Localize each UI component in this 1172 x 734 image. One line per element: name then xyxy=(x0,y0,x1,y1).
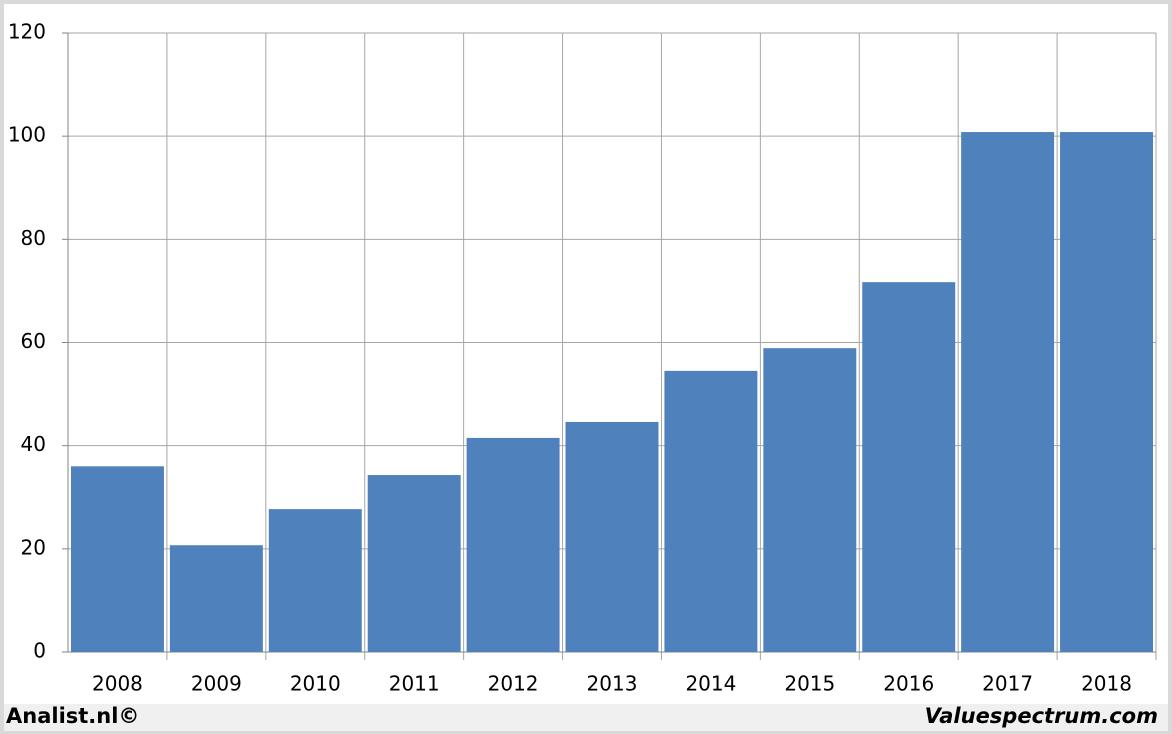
x-tick-label: 2008 xyxy=(92,672,143,696)
y-tick-label: 20 xyxy=(21,535,46,559)
bar xyxy=(961,132,1055,653)
credit: Valuespectrum.com xyxy=(925,704,1158,728)
x-tick-label: 2010 xyxy=(290,672,341,696)
x-tick-label: 2011 xyxy=(389,672,440,696)
y-tick-label: 60 xyxy=(21,329,46,353)
bar xyxy=(1060,132,1154,653)
bar xyxy=(70,466,164,652)
bar xyxy=(169,545,263,652)
bar xyxy=(367,475,461,652)
bar xyxy=(664,370,758,652)
bar xyxy=(565,421,659,652)
y-tick-label: 40 xyxy=(21,432,46,456)
bar xyxy=(862,282,956,652)
bar xyxy=(466,437,560,652)
y-tick-label: 120 xyxy=(8,20,46,44)
x-tick-label: 2012 xyxy=(488,672,539,696)
bar xyxy=(268,509,362,652)
y-tick-label: 0 xyxy=(33,639,46,663)
x-tick-label: 2015 xyxy=(784,672,835,696)
y-tick-label: 80 xyxy=(21,226,46,250)
bar xyxy=(763,348,857,652)
y-tick-label: 100 xyxy=(8,123,46,147)
x-tick-label: 2018 xyxy=(1081,672,1132,696)
x-tick-label: 2009 xyxy=(191,672,242,696)
x-tick-label: 2016 xyxy=(883,672,934,696)
source: Analist.nl© xyxy=(6,704,139,728)
x-tick-label: 2017 xyxy=(982,672,1033,696)
footer xyxy=(4,704,1168,731)
x-tick-label: 2014 xyxy=(685,672,736,696)
x-tick-label: 2013 xyxy=(587,672,638,696)
